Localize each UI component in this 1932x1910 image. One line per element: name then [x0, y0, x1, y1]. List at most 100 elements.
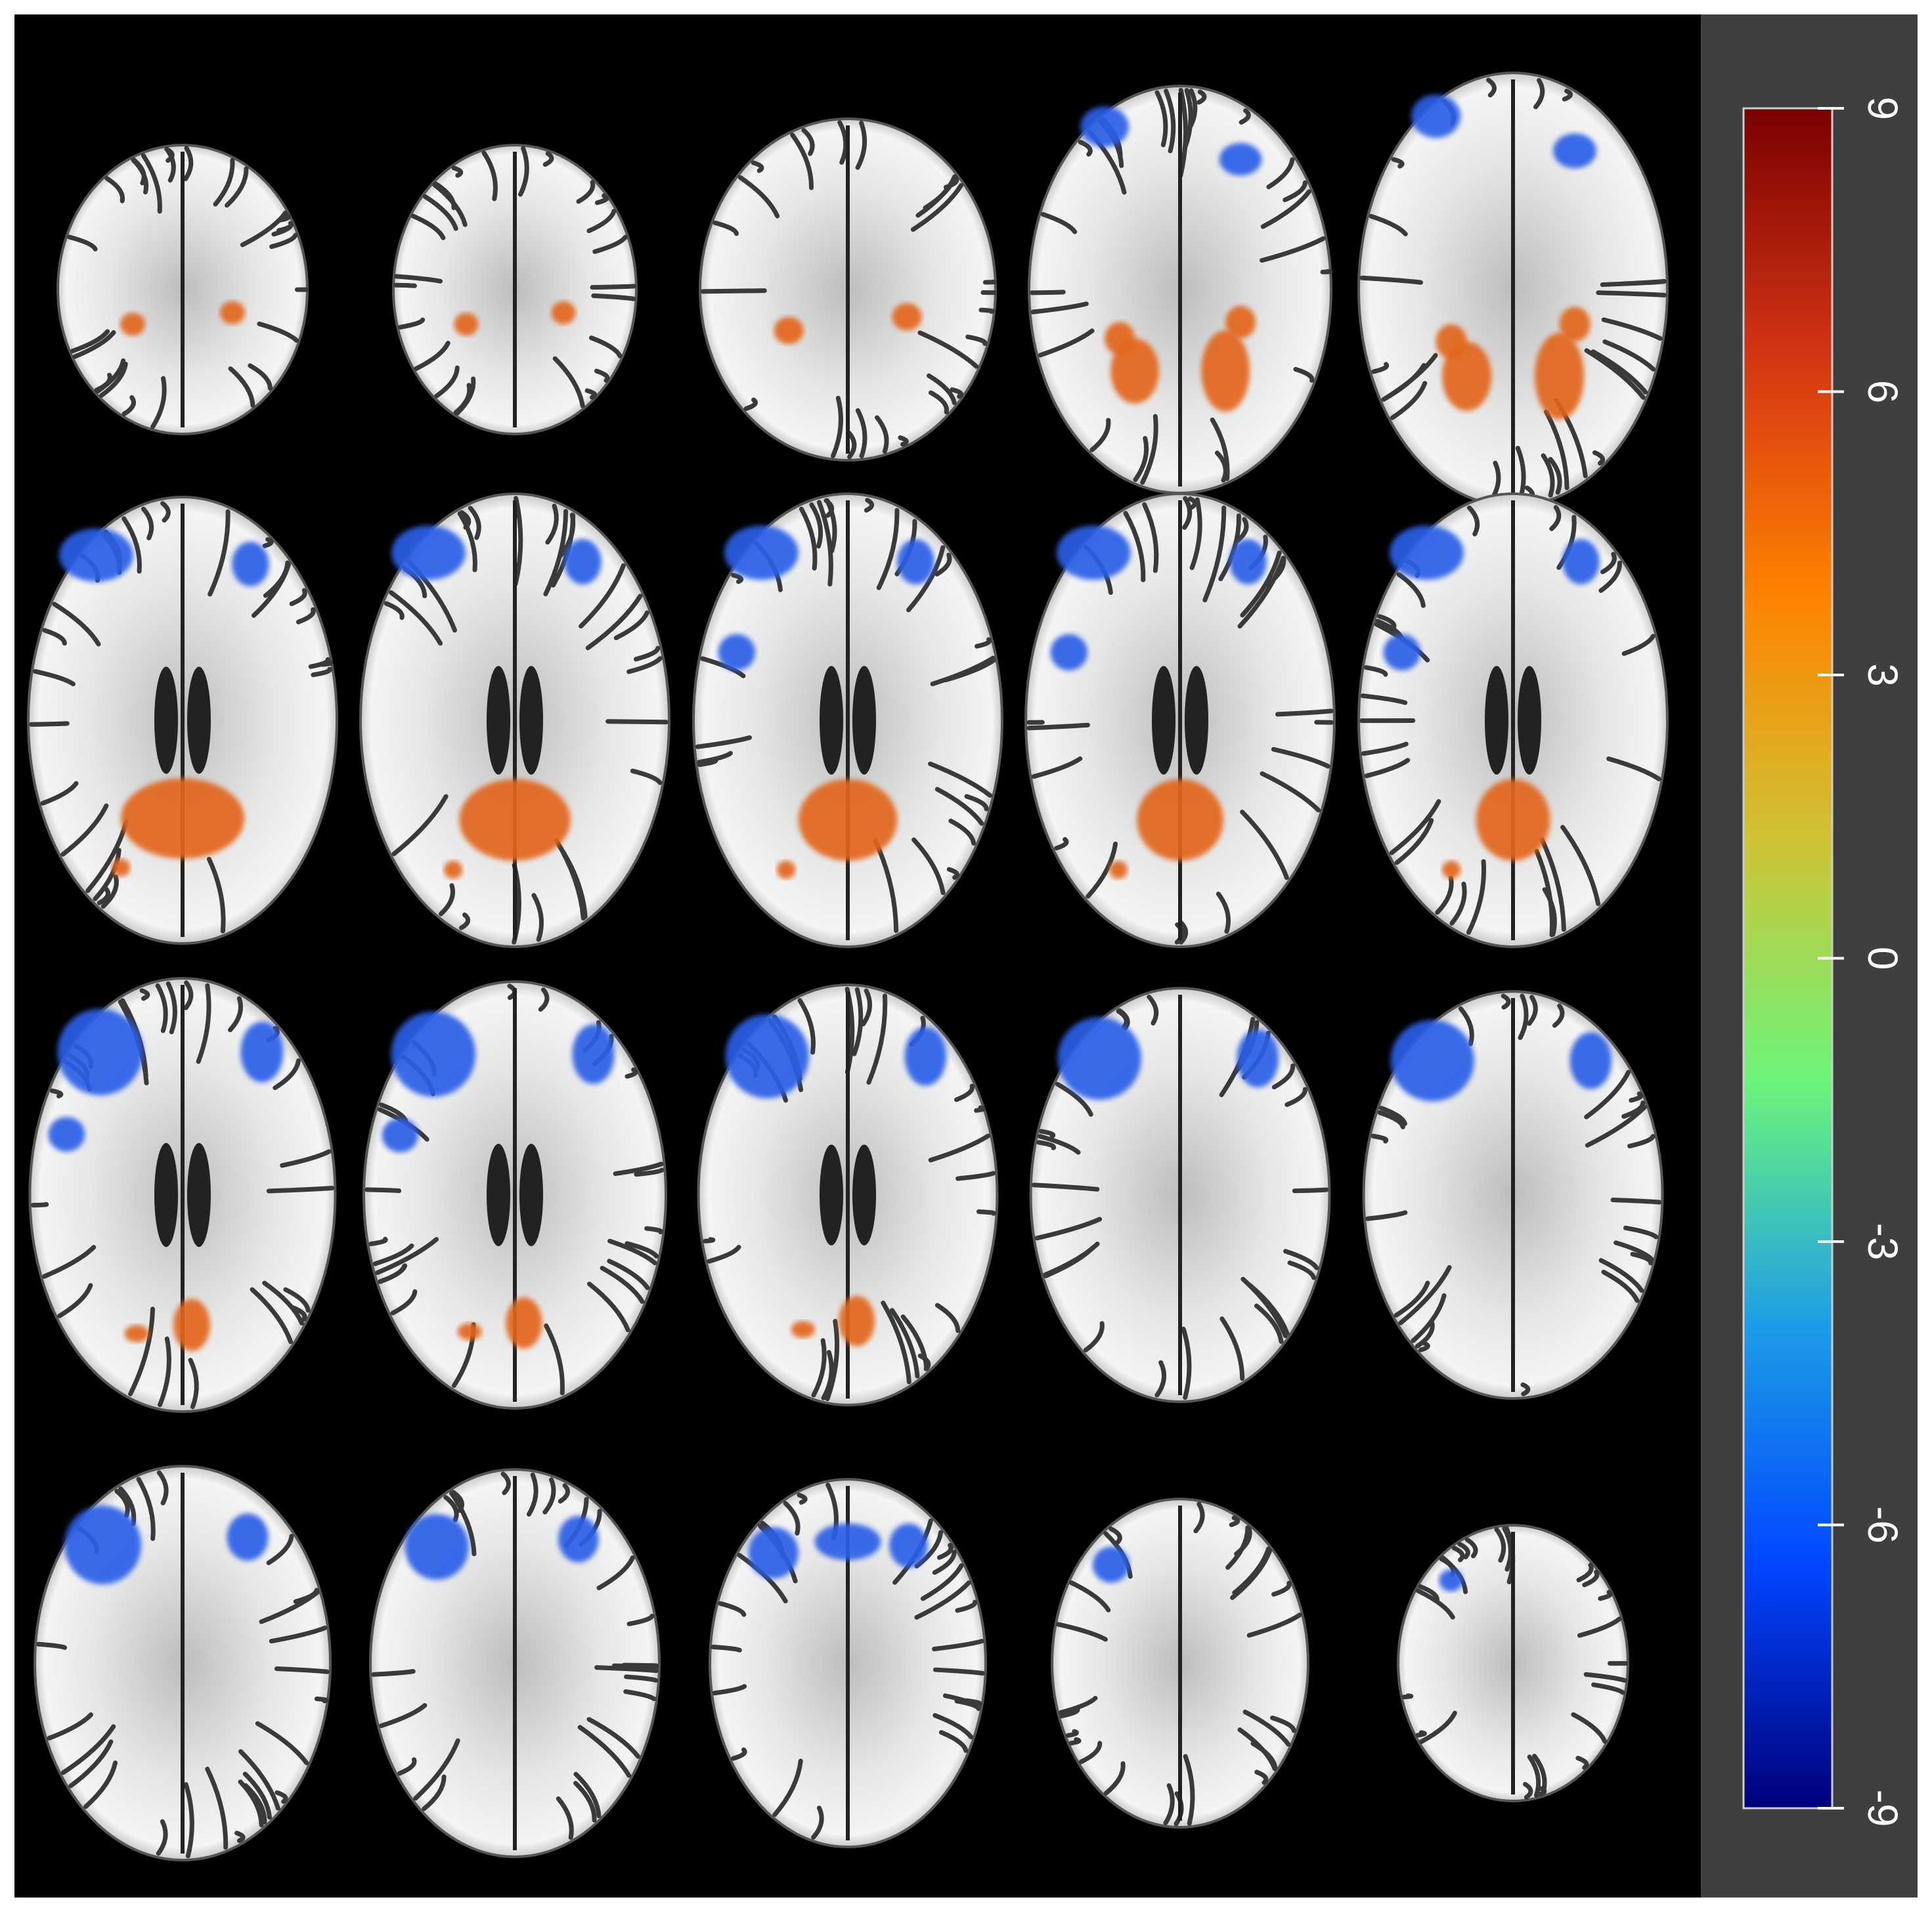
sulcus: [527, 1472, 538, 1517]
sulcus: [393, 282, 417, 288]
sulcus: [934, 787, 984, 826]
activation-blob: [459, 779, 571, 861]
activation-blob: [120, 313, 145, 336]
sulcus: [1377, 1110, 1405, 1129]
sulcus: [1418, 1710, 1457, 1745]
sulcus: [280, 1149, 332, 1168]
sulcus: [1458, 1006, 1474, 1047]
brain-slice: [27, 496, 338, 945]
colorbar-tick-label: 6: [1859, 380, 1906, 404]
sulcus: [837, 120, 848, 165]
sulcus: [1539, 837, 1566, 932]
sulcus: [1360, 693, 1408, 705]
sulcus: [703, 1237, 716, 1244]
ventricle: [519, 666, 543, 775]
sulcus: [1187, 496, 1198, 511]
sulcus: [1378, 1106, 1407, 1126]
sulcus: [910, 183, 964, 232]
sulcus: [451, 165, 464, 178]
sulcus: [371, 1669, 416, 1677]
sulcus: [68, 1739, 114, 1789]
sulcus: [585, 594, 643, 651]
sulcus: [730, 1747, 747, 1761]
brain-slice: [699, 118, 997, 462]
brain-slice: [1362, 990, 1664, 1400]
sulcus: [30, 1202, 49, 1208]
sulcus: [737, 175, 780, 219]
sulcus: [1242, 1709, 1291, 1747]
sulcus: [481, 150, 498, 202]
activation-blob: [814, 1523, 881, 1561]
sulcus: [1394, 817, 1434, 865]
sulcus: [121, 516, 142, 574]
sulcus: [283, 1287, 311, 1313]
sulcus: [443, 1495, 459, 1523]
colorbar-tick-label: 9: [1859, 97, 1906, 120]
activation-blob: [889, 1523, 928, 1568]
sulcus: [825, 1318, 840, 1402]
sulcus: [898, 435, 909, 447]
sulcus: [926, 373, 957, 406]
activation-blob: [1441, 341, 1492, 411]
sulcus: [1271, 1580, 1292, 1597]
sulcus: [552, 356, 585, 408]
brain-slice: [33, 1465, 332, 1861]
brain-slice: [362, 980, 667, 1410]
activation-blob: [1229, 539, 1267, 584]
sulcus: [1216, 892, 1231, 934]
sulcus: [42, 1245, 97, 1279]
sulcus: [205, 1766, 229, 1850]
brain-slice: [56, 144, 309, 435]
brain-slice: [692, 492, 1003, 948]
sulcus: [121, 395, 136, 416]
sulcus: [1621, 1100, 1646, 1119]
sulcus: [1627, 1134, 1656, 1149]
sulcus: [799, 506, 818, 571]
sulcus: [1614, 1240, 1654, 1262]
sulcus: [57, 1283, 93, 1318]
sulcus: [1359, 275, 1423, 285]
sulcus: [1030, 290, 1066, 295]
sulcus: [579, 563, 626, 629]
sulcus: [697, 750, 733, 765]
sulcus: [160, 501, 171, 523]
sulcus: [1232, 1546, 1271, 1595]
sulcus: [183, 980, 194, 1010]
sulcus: [1584, 1070, 1631, 1119]
sulcus: [141, 153, 162, 214]
activation-blob: [1057, 525, 1131, 580]
activation-blob: [220, 301, 245, 324]
sulcus: [397, 1757, 417, 1776]
sulcus: [701, 288, 767, 294]
sulcus: [1598, 1258, 1644, 1293]
sulcus: [70, 329, 110, 354]
sulcus: [393, 274, 443, 284]
sulcus: [128, 1307, 156, 1397]
sulcus: [801, 127, 815, 156]
sulcus: [875, 415, 889, 454]
sulcus: [500, 1471, 511, 1496]
activation-blob: [391, 1011, 476, 1097]
sulcus: [1415, 1730, 1427, 1738]
sulcus: [1606, 756, 1661, 781]
sulcus: [234, 1831, 246, 1843]
colorbar-tick-label: 0: [1859, 947, 1906, 970]
brain-slices: [27, 72, 1669, 1861]
sulcus: [164, 146, 175, 163]
sulcus: [1214, 450, 1228, 483]
activation-blob: [1570, 1032, 1612, 1089]
sulcus: [243, 1783, 267, 1825]
sulcus: [1534, 848, 1554, 938]
activation-blob: [839, 1295, 875, 1347]
ventricle: [487, 666, 510, 775]
sulcus: [928, 761, 993, 798]
sulcus: [1123, 511, 1146, 582]
sulcus: [1598, 1590, 1613, 1601]
sulcus: [1254, 1769, 1269, 1785]
sulcus: [1247, 1282, 1290, 1336]
sulcus: [269, 1625, 328, 1644]
sulcus: [613, 610, 649, 641]
sulcus: [273, 1058, 301, 1091]
sulcus: [889, 1308, 920, 1379]
sulcus: [1391, 157, 1405, 169]
